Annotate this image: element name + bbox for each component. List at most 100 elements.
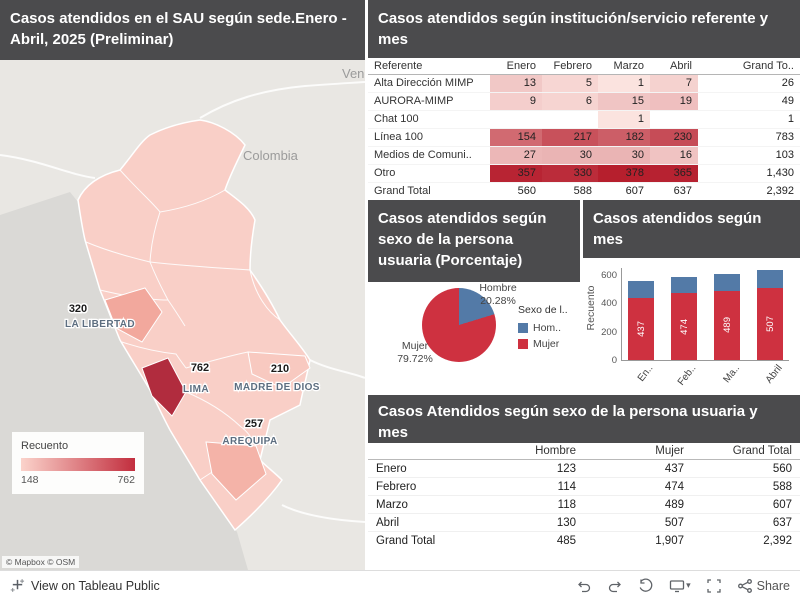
heat-cell[interactable]: 7: [650, 74, 698, 93]
share-button[interactable]: Share: [737, 578, 790, 594]
bar-segment-mujer[interactable]: 474: [671, 292, 697, 360]
ref-row-label[interactable]: AURORA-MIMP: [368, 92, 490, 111]
ref-column-header[interactable]: Enero: [490, 58, 542, 75]
replay-icon[interactable]: [638, 578, 654, 594]
heat-cell[interactable]: 5: [542, 74, 598, 93]
sexo-column-header[interactable]: Grand Total: [692, 443, 800, 460]
sexo-mujer-cell[interactable]: 1,907: [584, 531, 692, 549]
heat-cell[interactable]: 365: [650, 164, 698, 183]
stacked-bar[interactable]: 489: [714, 274, 740, 360]
heat-cell[interactable]: [650, 110, 698, 129]
grand-cell[interactable]: 588: [542, 182, 598, 200]
heat-cell[interactable]: 1: [598, 74, 650, 93]
ref-row-total[interactable]: 1,430: [698, 164, 800, 183]
sexo-total-cell[interactable]: 2,392: [692, 531, 800, 549]
sexo-total-cell[interactable]: 588: [692, 477, 800, 496]
heat-cell[interactable]: 357: [490, 164, 542, 183]
ref-column-header[interactable]: Febrero: [542, 58, 598, 75]
sexo-column-header[interactable]: Mujer: [584, 443, 692, 460]
sexo-total-cell[interactable]: 560: [692, 459, 800, 478]
heat-cell[interactable]: 27: [490, 146, 542, 165]
fullscreen-icon[interactable]: [706, 578, 722, 594]
sexo-mujer-cell[interactable]: 507: [584, 513, 692, 532]
ref-row-label[interactable]: Chat 100: [368, 110, 490, 129]
heat-cell[interactable]: 154: [490, 128, 542, 147]
sexo-hombre-cell[interactable]: 130: [486, 513, 584, 532]
heat-cell[interactable]: 9: [490, 92, 542, 111]
ref-row-total[interactable]: 783: [698, 128, 800, 147]
grand-cell[interactable]: 607: [598, 182, 650, 200]
ref-row-total[interactable]: 103: [698, 146, 800, 165]
ref-row-label[interactable]: Medios de Comuni..: [368, 146, 490, 165]
heat-cell[interactable]: [542, 110, 598, 129]
heat-cell[interactable]: 13: [490, 74, 542, 93]
display-mode-icon[interactable]: ▾: [669, 578, 691, 594]
heat-cell[interactable]: 330: [542, 164, 598, 183]
stacked-bar[interactable]: 437: [628, 280, 654, 360]
grand-cell[interactable]: 560: [490, 182, 542, 200]
heat-cell[interactable]: 19: [650, 92, 698, 111]
sexo-row-label[interactable]: Marzo: [368, 495, 486, 514]
heat-cell[interactable]: 30: [542, 146, 598, 165]
sexo-row-label[interactable]: Abril: [368, 513, 486, 532]
bar-segment-hombre[interactable]: [714, 274, 740, 291]
bar-segment-mujer[interactable]: 437: [628, 298, 654, 360]
ref-row-total[interactable]: 1: [698, 110, 800, 129]
stacked-bar[interactable]: 507: [757, 269, 783, 360]
sexo-column-header[interactable]: [368, 443, 486, 460]
ref-column-header[interactable]: Marzo: [598, 58, 650, 75]
heat-cell[interactable]: 1: [598, 110, 650, 129]
view-on-tableau-link[interactable]: View on Tableau Public: [10, 578, 160, 593]
undo-icon[interactable]: [576, 578, 592, 594]
ref-row-label[interactable]: Alta Dirección MIMP: [368, 74, 490, 93]
heat-cell[interactable]: 217: [542, 128, 598, 147]
heat-cell[interactable]: 30: [598, 146, 650, 165]
ref-row-label[interactable]: Grand Total: [368, 182, 490, 200]
ref-column-header[interactable]: Grand To..: [698, 58, 800, 75]
ref-row-total[interactable]: 26: [698, 74, 800, 93]
heat-cell[interactable]: 182: [598, 128, 650, 147]
pie-chart[interactable]: [422, 288, 496, 362]
ref-column-header[interactable]: Abril: [650, 58, 698, 75]
heat-cell[interactable]: 6: [542, 92, 598, 111]
sexo-row-label[interactable]: Grand Total: [368, 531, 486, 549]
sexo-column-header[interactable]: Hombre: [486, 443, 584, 460]
ref-column-header[interactable]: Referente: [368, 58, 490, 75]
sexo-mujer-cell[interactable]: 489: [584, 495, 692, 514]
map-region-madre-de-dios[interactable]: [247, 351, 311, 389]
pie-legend-item[interactable]: Mujer: [518, 338, 568, 350]
peru-shape[interactable]: [77, 119, 311, 532]
bar-segment-mujer[interactable]: 489: [714, 290, 740, 360]
map-region-la-libertad[interactable]: [104, 287, 163, 343]
sexo-row-label[interactable]: Febrero: [368, 477, 486, 496]
sexo-hombre-cell[interactable]: 485: [486, 531, 584, 549]
sexo-hombre-cell[interactable]: 123: [486, 459, 584, 478]
map-region-arequipa[interactable]: [205, 441, 267, 501]
sexo-total-cell[interactable]: 607: [692, 495, 800, 514]
sexo-mujer-cell[interactable]: 474: [584, 477, 692, 496]
pie-legend-item[interactable]: Hom..: [518, 322, 568, 334]
sexo-total-cell[interactable]: 637: [692, 513, 800, 532]
bar-segment-hombre[interactable]: [671, 276, 697, 293]
map-canvas[interactable]: Colombia Vene 320 LA LIBERTAD 762 LIMA 2…: [0, 60, 365, 570]
sexo-hombre-cell[interactable]: 118: [486, 495, 584, 514]
map-attribution[interactable]: © Mapbox © OSM: [2, 556, 80, 568]
heat-cell[interactable]: 378: [598, 164, 650, 183]
ref-row-label[interactable]: Otro: [368, 164, 490, 183]
heat-cell[interactable]: 230: [650, 128, 698, 147]
ref-row-total[interactable]: 49: [698, 92, 800, 111]
heat-cell[interactable]: 16: [650, 146, 698, 165]
ref-grand-total[interactable]: 2,392: [698, 182, 800, 200]
sexo-row-label[interactable]: Enero: [368, 459, 486, 478]
bar-segment-mujer[interactable]: 507: [757, 288, 783, 360]
map-region-lima[interactable]: [141, 357, 187, 417]
redo-icon[interactable]: [607, 578, 623, 594]
sexo-hombre-cell[interactable]: 114: [486, 477, 584, 496]
ref-row-label[interactable]: Línea 100: [368, 128, 490, 147]
bar-segment-hombre[interactable]: [757, 269, 783, 289]
stacked-bar[interactable]: 474: [671, 276, 697, 360]
heat-cell[interactable]: 15: [598, 92, 650, 111]
sexo-mujer-cell[interactable]: 437: [584, 459, 692, 478]
heat-cell[interactable]: [490, 110, 542, 129]
bar-segment-hombre[interactable]: [628, 280, 654, 299]
